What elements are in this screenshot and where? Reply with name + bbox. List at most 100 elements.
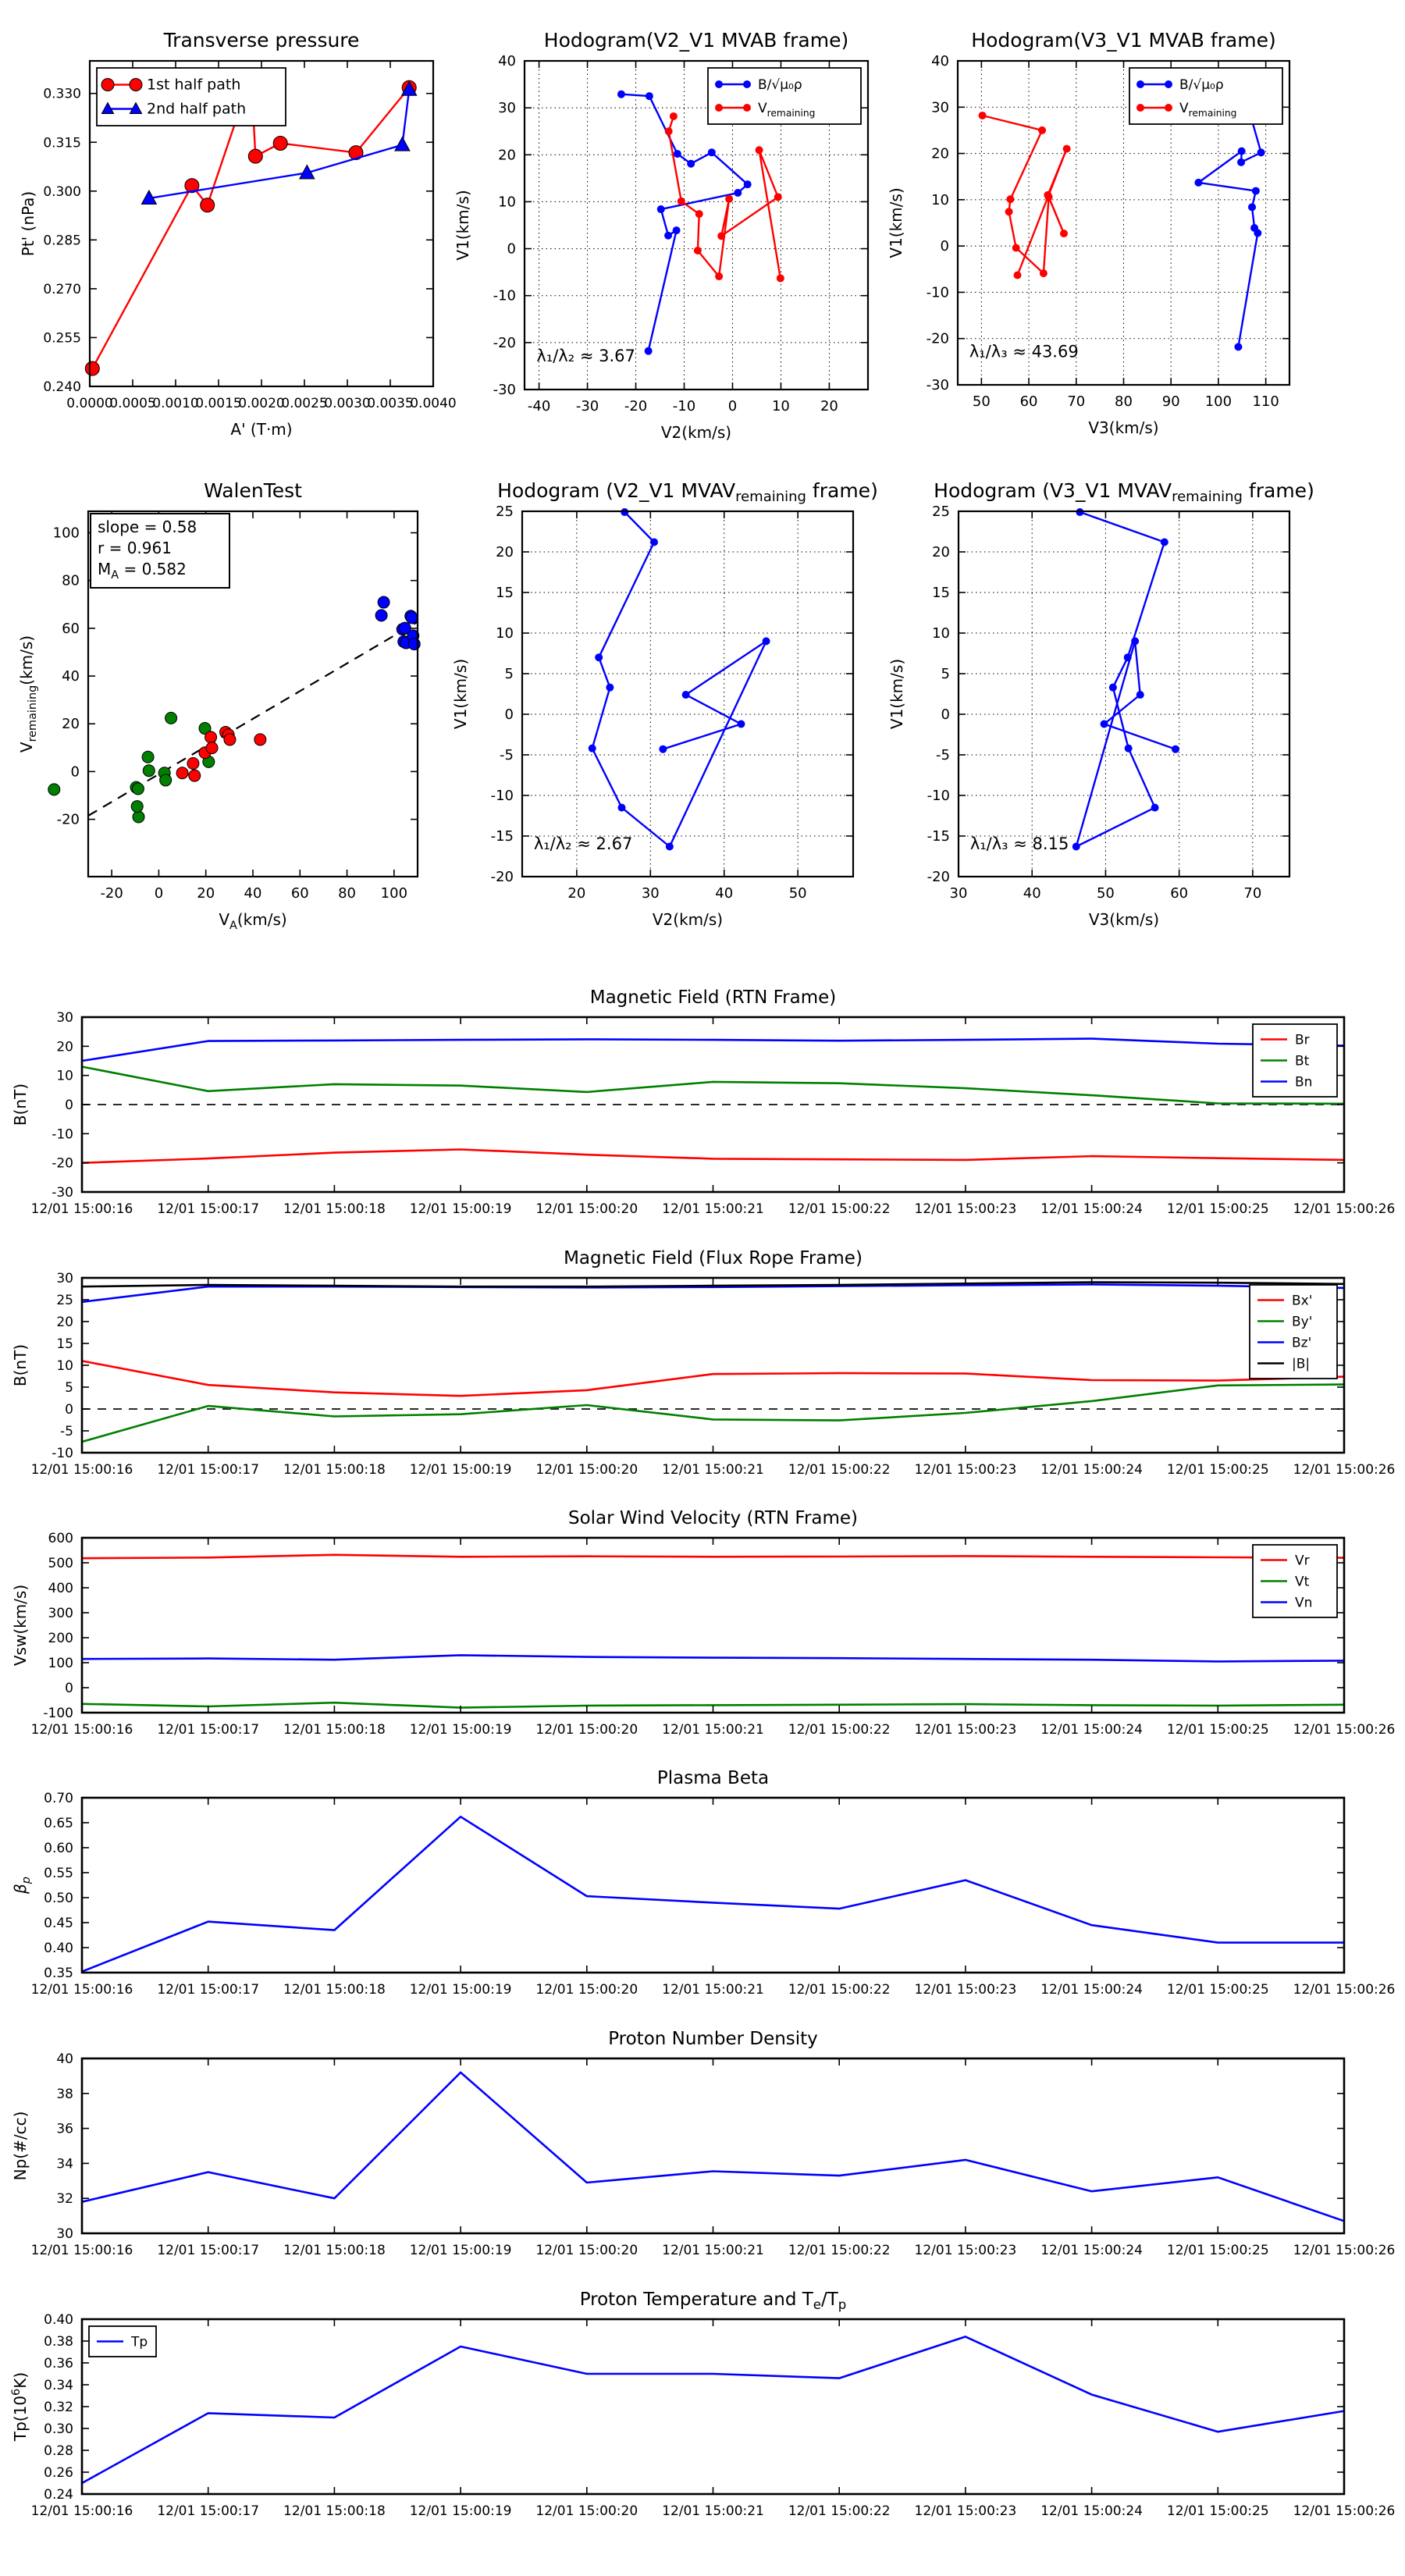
y-tick-label: 500 [48,1556,73,1571]
y-tick-label: -30 [493,382,516,398]
point-marker [200,197,215,213]
axis-ticks: 50 60 70 80 90 100 110 -30 -20 -10 0 10 20 30 40 [927,53,1289,410]
chart-title: Hodogram (V3_V1 MVAVremaining frame) [934,479,1314,505]
legend-label: B/√μ₀ρ [1179,77,1224,93]
legend-label: B/√μ₀ρ [758,77,802,93]
series-2nd-half-path [140,80,418,205]
x-tick-label: 12/01 15:00:25 [1167,1201,1269,1217]
point-marker [101,78,115,91]
legend-label: Vremaining [1179,101,1236,119]
y-tick-label: 0.50 [44,1891,73,1906]
y-tick-label: -20 [493,335,516,351]
stats-line: MA = 0.582 [98,560,187,582]
x-tick-label: 20 [567,885,585,902]
x-tick-label: 12/01 15:00:19 [410,1722,512,1738]
y-tick-label: 600 [48,1531,73,1546]
legend-label: Bt [1295,1054,1310,1069]
axis-ticks: -40 -30 -20 -10 0 10 20 -30 -20 -10 0 10 20 30 40 [493,53,868,415]
chart-title: Proton Temperature and Te/Tp [580,2290,847,2312]
stats-line: r = 0.961 [98,539,172,557]
point-marker [198,722,212,735]
x-tick-label: 50 [789,885,807,902]
y-tick-label: -5 [60,1424,73,1439]
x-axis-label: V3(km/s) [1089,910,1159,929]
y-tick-label: 0.65 [44,1816,73,1831]
x-tick-label: 100 [381,885,407,902]
point-marker [715,80,723,88]
plot-frame [521,510,855,878]
x-tick-label: 50 [1097,885,1115,902]
x-tick-label: 0.0015 [195,396,241,411]
series-beta-p [81,1816,1344,1973]
point-marker [978,111,987,119]
y-tick-label: 10 [496,625,514,642]
x-tick-label: 12/01 15:00:18 [283,1201,386,1217]
y-tick-label: 0 [71,763,80,780]
triangle-marker [129,101,143,114]
point-marker [1136,104,1144,112]
point-marker [1237,158,1246,166]
stats-box: slope = 0.58 r = 0.961 MA = 0.582 [90,513,230,589]
x-tick-label: 0.0020 [238,396,284,411]
plot-frame [80,2057,1346,2235]
x-tick-label: 12/01 15:00:20 [535,1462,638,1478]
point-marker [595,653,603,662]
point-marker [774,193,782,201]
y-tick-label: 0.55 [44,1866,73,1881]
y-tick-label: 20 [496,544,514,560]
x-tick-label: 12/01 15:00:19 [410,1201,512,1217]
y-axis-label: V1(km/s) [887,187,905,258]
point-marker [665,842,674,851]
x-tick-label: 12/01 15:00:21 [662,1982,764,1998]
point-marker [672,226,681,235]
point-marker [588,744,596,753]
x-tick-label: -20 [624,398,647,415]
walen-test-chart: -20 0 20 40 60 80 100 -20 0 20 40 60 80 100 WalenTest V… [17,479,421,932]
y-tick-label: 38 [56,2087,73,2102]
y-tick-label: 0 [65,1681,73,1696]
point-marker [725,194,734,203]
x-tick-label: 12/01 15:00:26 [1293,1201,1396,1217]
x-tick-label: 12/01 15:00:26 [1293,2503,1396,2519]
x-axis-label: V3(km/s) [1088,418,1158,437]
y-tick-label: 0 [941,706,950,723]
point-marker [141,750,155,763]
legend-label: Vr [1295,1553,1310,1569]
y-tick-label: -30 [927,377,949,393]
y-tick-label: 20 [56,1315,73,1330]
x-tick-label: 12/01 15:00:21 [662,2243,764,2258]
series-vt [81,1701,1345,1709]
x-tick-label: 60 [1020,393,1038,410]
point-marker [165,711,178,724]
triangle-marker [400,80,418,96]
x-axis-label: V2(km/s) [653,910,723,929]
y-tick-label: 100 [48,1656,73,1671]
y-tick-label: 200 [48,1631,73,1646]
x-tick-label: 12/01 15:00:24 [1040,1982,1143,1998]
x-tick-label: 12/01 15:00:20 [535,1722,638,1738]
y-tick-label: -5 [500,747,514,763]
series-by- [81,1383,1345,1443]
y-tick-label: 30 [56,2226,73,2242]
x-tick-label: 12/01 15:00:19 [410,2243,512,2258]
x-tick-label: 12/01 15:00:26 [1293,1722,1396,1738]
chart-title: Magnetic Field (RTN Frame) [590,987,837,1008]
point-marker [762,637,770,646]
y-tick-label: 0.40 [44,2312,73,2328]
x-tick-label: 0.0000 [66,396,112,411]
legend: B/√μ₀ρ Vremaining [707,67,862,125]
x-tick-label: 12/01 15:00:21 [662,1462,764,1478]
x-tick-label: 12/01 15:00:25 [1167,1722,1269,1738]
x-tick-label: 12/01 15:00:24 [1040,1722,1143,1738]
point-marker [776,274,784,283]
y-tick-label: -10 [927,284,949,301]
x-tick-label: 20 [197,885,215,902]
legend-label: |B| [1292,1357,1310,1372]
stats-line: slope = 0.58 [98,518,197,536]
y-tick-label: 36 [56,2122,73,2137]
legend-label: Vt [1295,1574,1310,1590]
x-tick-label: 60 [1170,885,1188,902]
point-marker [695,210,703,219]
y-tick-label: -10 [52,1446,73,1461]
